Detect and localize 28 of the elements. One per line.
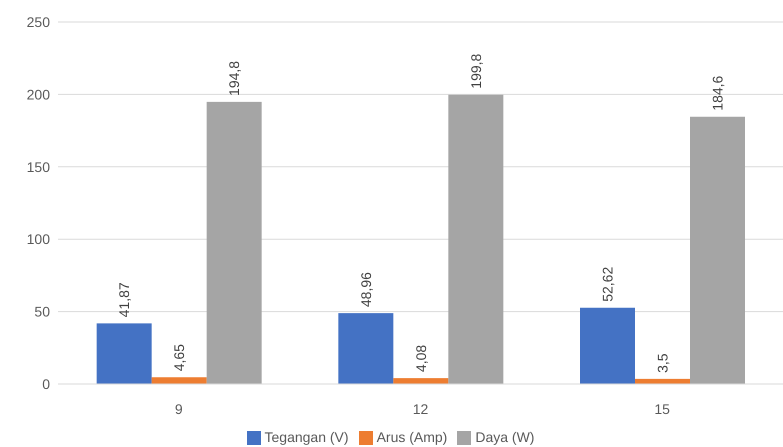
legend-label: Daya (W) [475, 429, 534, 445]
bar [393, 378, 448, 384]
y-tick-label: 50 [34, 304, 50, 320]
y-tick-label: 250 [26, 14, 50, 30]
x-tick-label: 15 [654, 400, 670, 417]
data-label: 52,62 [600, 266, 616, 302]
data-label: 199,8 [468, 53, 484, 89]
bar [338, 313, 394, 384]
legend-label: Tegangan (V) [264, 429, 349, 445]
data-label: 4,08 [412, 344, 429, 372]
data-label: 194,8 [226, 60, 242, 96]
data-label: 48,96 [358, 272, 374, 308]
bar [690, 116, 745, 384]
y-tick-label: 100 [26, 231, 50, 248]
data-label: 41,87 [116, 282, 132, 318]
bar [580, 308, 635, 384]
bar [96, 323, 152, 384]
bar [206, 102, 262, 384]
bar [448, 94, 504, 384]
y-tick-label: 200 [26, 86, 50, 102]
y-tick-label: 0 [42, 376, 50, 392]
x-tick-label: 9 [174, 400, 183, 417]
x-tick-label: 12 [412, 400, 428, 417]
legend-label: Arus (Amp) [376, 429, 448, 445]
data-label: 3,5 [654, 353, 670, 373]
data-label: 4,65 [171, 344, 188, 372]
data-label: 184,6 [710, 75, 726, 111]
y-tick-label: 150 [26, 158, 50, 175]
